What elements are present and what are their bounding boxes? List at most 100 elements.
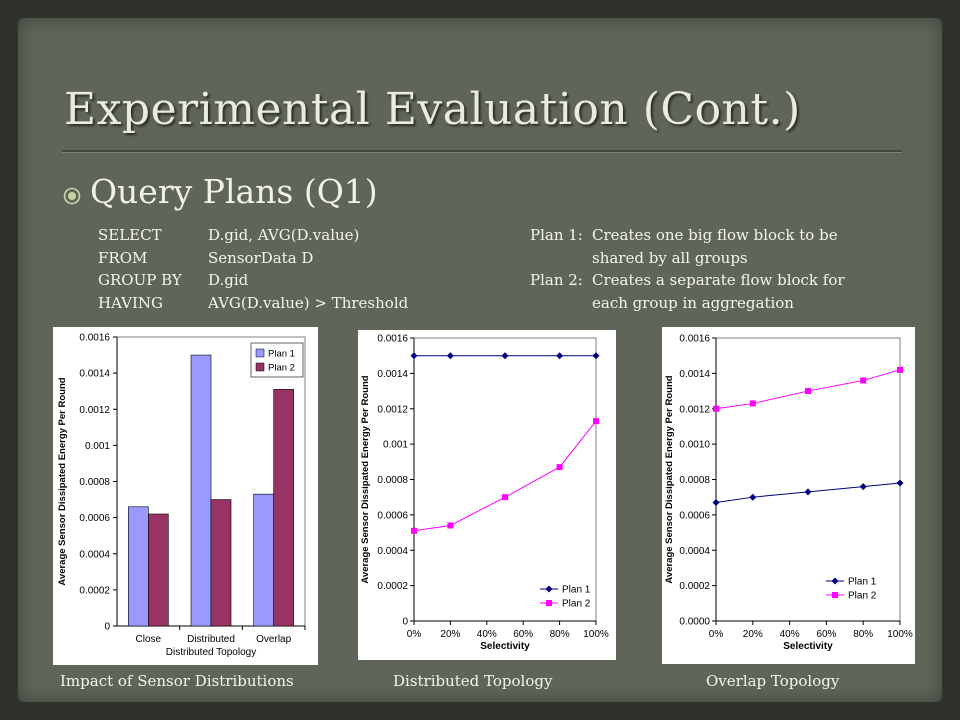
legend-swatch	[255, 362, 265, 372]
plan-label: Plan 2:	[530, 271, 583, 289]
y-tick-label: 0.0006	[377, 510, 408, 521]
point-plan-2	[860, 377, 867, 384]
bar-plan-1	[253, 493, 274, 627]
point-plan-1	[859, 483, 867, 491]
plan-line: Plan 1: Creates one big flow block to be	[530, 224, 845, 247]
sql-keyword: SELECT	[98, 226, 162, 244]
x-tick-label: 100%	[887, 629, 913, 640]
y-tick-label: 0.0004	[79, 549, 110, 560]
y-tick-label: 0.001	[383, 440, 408, 451]
legend-swatch	[255, 348, 265, 358]
point-plan-2	[897, 366, 903, 373]
line-chart-distributed-topology: 0 0.0002 0.0004 0.0006 0.0008 0.001 0.0012 0.00…	[358, 330, 616, 660]
sql-query: SELECT D.gid, AVG(D.value) FROM SensorData…	[98, 224, 408, 314]
legend-marker	[545, 585, 553, 593]
plan-label: Plan 1:	[530, 226, 583, 244]
sql-clause: SensorData D	[208, 248, 314, 267]
x-tick-label: 0%	[709, 629, 724, 640]
sql-line: HAVING AVG(D.value) > Threshold	[98, 292, 408, 315]
x-tick-label: Close	[136, 634, 162, 645]
y-axis-label: Average Sensor Dissipated Energy Per Rou…	[57, 377, 68, 585]
y-tick-label: 0.0016	[377, 334, 408, 345]
x-tick-label: 80%	[550, 629, 570, 640]
point-plan-1	[410, 352, 418, 360]
y-tick-label: 0.0014	[79, 369, 110, 380]
line-chart-overlap-topology: 0.0000 0.0002 0.0004 0.0006 0.0008 0.0010 0.00…	[662, 327, 915, 664]
y-tick-label: 0.0010	[679, 440, 710, 451]
sql-clause: AVG(D.value) > Threshold	[208, 293, 409, 312]
y-tick-label: 0.0008	[679, 475, 710, 486]
plan-line: shared by all groups	[530, 247, 845, 270]
subheading: Query Plans (Q1)	[90, 172, 378, 211]
series-line-plan-2	[413, 420, 597, 532]
y-tick-label: 0.0004	[377, 546, 408, 557]
x-axis-label: Selectivity	[480, 641, 530, 652]
y-tick-label: 0.0012	[679, 404, 710, 415]
point-plan-2	[713, 405, 719, 412]
point-plan-1	[501, 352, 509, 360]
x-tick-label: 20%	[743, 629, 763, 640]
point-plan-2	[593, 418, 599, 425]
y-axis-label: Average Sensor Dissipated Energy Per Rou…	[360, 375, 371, 583]
plan-descriptions: Plan 1: Creates one big flow block to be …	[530, 224, 845, 314]
x-axis-label: Distributed Topology	[166, 647, 256, 658]
x-tick-label: 60%	[816, 629, 836, 640]
plan-text: each group in aggregation	[592, 293, 794, 312]
y-tick-label: 0.0012	[377, 404, 408, 415]
bar-plan-1	[190, 354, 212, 627]
slide-title: Experimental Evaluation (Cont.)	[64, 84, 801, 135]
bar-chart-sensor-distributions: 0 0.0002 0.0004 0.0006 0.0008 0.001 0.0012 0.00…	[53, 327, 318, 665]
legend-label: Plan 2	[268, 363, 295, 374]
point-plan-2	[556, 464, 563, 471]
y-tick-label: 0.0014	[679, 369, 710, 380]
point-plan-1	[749, 493, 757, 501]
legend-label: Plan 2	[562, 599, 591, 610]
caption-overlap-topology: Overlap Topology	[706, 672, 840, 690]
point-plan-2	[411, 527, 417, 534]
title-divider	[62, 150, 902, 153]
y-tick-label: 0.0012	[79, 405, 110, 416]
legend-marker	[546, 600, 552, 606]
point-plan-1	[712, 498, 720, 506]
legend-label: Plan 1	[268, 349, 295, 360]
point-plan-1	[592, 352, 600, 360]
point-plan-2	[805, 388, 811, 395]
y-tick-label: 0.0004	[679, 546, 710, 557]
x-tick-label: 0%	[407, 629, 422, 640]
bar-plan-2	[210, 499, 232, 627]
plan-text: shared by all groups	[592, 248, 748, 267]
y-axis-label: Average Sensor Dissipated Energy Per Rou…	[664, 375, 675, 583]
sql-keyword: FROM	[98, 248, 148, 267]
point-plan-1	[896, 479, 904, 487]
circle-dot-bullet-icon	[63, 187, 81, 205]
x-tick-label: 20%	[440, 629, 460, 640]
x-tick-label: 40%	[477, 629, 497, 640]
plot-area-border	[413, 337, 597, 622]
point-plan-2	[502, 494, 508, 501]
sql-line: SELECT D.gid, AVG(D.value)	[98, 224, 408, 247]
sql-keyword: GROUP BY	[98, 271, 182, 289]
point-plan-2	[447, 522, 454, 529]
bar-plan-2	[148, 513, 169, 627]
y-tick-label: 0.0014	[377, 369, 408, 380]
y-tick-label: 0.0008	[79, 477, 110, 488]
y-tick-label: 0.0008	[377, 475, 408, 486]
plan-indent	[530, 292, 592, 315]
legend-box	[250, 342, 304, 378]
y-tick-label: 0.0016	[679, 334, 710, 345]
legend-marker	[831, 577, 839, 585]
y-tick-label: 0.0016	[79, 333, 110, 344]
plan-text: Creates one big flow block to be	[592, 226, 838, 244]
x-tick-label: 80%	[853, 629, 873, 640]
x-tick-label: Overlap	[256, 634, 291, 645]
sql-clause: D.gid	[208, 271, 249, 289]
plan-indent	[530, 247, 592, 270]
legend-marker	[832, 592, 838, 598]
legend-label: Plan 2	[848, 591, 877, 602]
legend-label: Plan 1	[562, 585, 591, 596]
y-tick-label: 0.0006	[679, 510, 710, 521]
plan-line: Plan 2: Creates a separate flow block for	[530, 269, 845, 292]
point-plan-1	[556, 352, 564, 360]
y-tick-label: 0.0002	[679, 581, 710, 592]
x-tick-label: 40%	[780, 629, 800, 640]
